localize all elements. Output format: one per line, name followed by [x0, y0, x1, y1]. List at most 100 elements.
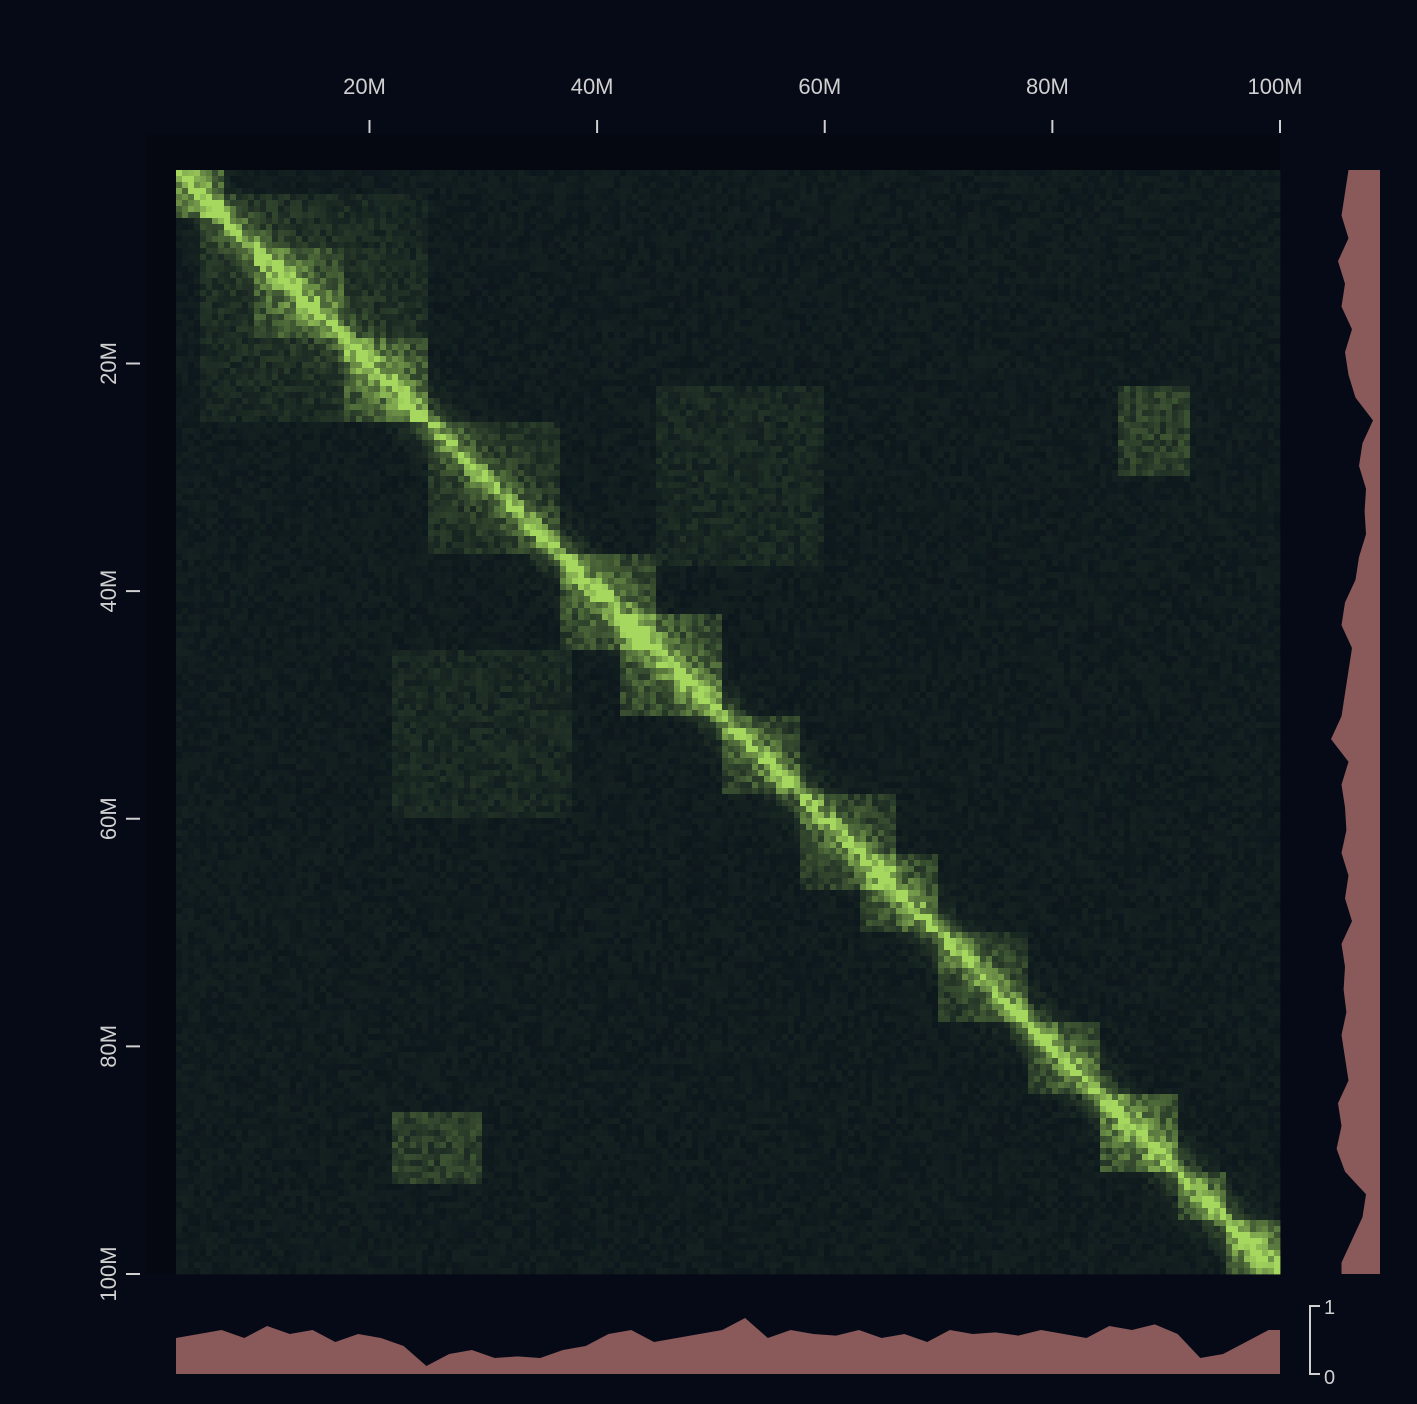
matrix-cell: [1106, 236, 1112, 242]
matrix-cell: [584, 200, 590, 206]
matrix-cell: [188, 296, 194, 302]
matrix-cell: [1178, 170, 1184, 176]
matrix-cell: [536, 200, 542, 206]
matrix-cell: [1118, 284, 1124, 290]
matrix-cell: [656, 284, 662, 290]
matrix-cell: [440, 266, 446, 272]
matrix-cell: [176, 230, 182, 236]
matrix-cell: [1262, 320, 1268, 326]
matrix-cell: [866, 206, 872, 212]
matrix-cell: [524, 188, 530, 194]
matrix-cell: [410, 326, 416, 332]
contact-matrix[interactable]: [146, 135, 1280, 1274]
matrix-cell: [1250, 308, 1256, 314]
matrix-cell: [896, 212, 902, 218]
matrix-cell: [188, 236, 194, 242]
matrix-cell: [914, 260, 920, 266]
matrix-cell: [842, 206, 848, 212]
matrix-cell: [620, 224, 626, 230]
matrix-cell: [434, 236, 440, 242]
matrix-cell: [566, 254, 572, 260]
matrix-cell: [980, 242, 986, 248]
matrix-cell: [650, 326, 656, 332]
matrix-cell: [542, 266, 548, 272]
matrix-cell: [908, 206, 914, 212]
matrix-cell: [1226, 278, 1232, 284]
matrix-cell: [488, 254, 494, 260]
matrix-cell: [1118, 176, 1124, 182]
matrix-cell: [926, 170, 932, 176]
matrix-cell: [1046, 236, 1052, 242]
matrix-cell: [746, 308, 752, 314]
matrix-cell: [626, 242, 632, 248]
matrix-cell: [470, 278, 476, 284]
matrix-cell: [1214, 296, 1220, 302]
matrix-cell: [326, 218, 332, 224]
matrix-cell: [632, 314, 638, 320]
matrix-cell: [1226, 194, 1232, 200]
matrix-cell: [296, 218, 302, 224]
matrix-cell: [218, 308, 224, 314]
matrix-cell: [902, 308, 908, 314]
matrix-cell: [374, 308, 380, 314]
matrix-cell: [488, 302, 494, 308]
matrix-cell: [1100, 230, 1106, 236]
matrix-cell: [1208, 260, 1214, 266]
matrix-cell: [464, 242, 470, 248]
matrix-cell: [1226, 182, 1232, 188]
matrix-cell: [206, 272, 212, 278]
matrix-cell: [698, 260, 704, 266]
matrix-cell: [650, 296, 656, 302]
matrix-cell: [542, 284, 548, 290]
matrix-cell: [1160, 182, 1166, 188]
matrix-cell: [386, 308, 392, 314]
matrix-cell: [434, 182, 440, 188]
matrix-cell: [920, 212, 926, 218]
matrix-cell: [416, 278, 422, 284]
matrix-cell: [302, 218, 308, 224]
matrix-cell: [1172, 212, 1178, 218]
matrix-cell: [758, 272, 764, 278]
matrix-cell: [476, 176, 482, 182]
matrix-cell: [542, 212, 548, 218]
matrix-cell: [932, 284, 938, 290]
matrix-cell: [1070, 230, 1076, 236]
matrix-cell: [248, 176, 254, 182]
matrix-cell: [182, 230, 188, 236]
matrix-cell: [968, 200, 974, 206]
matrix-cell: [920, 278, 926, 284]
matrix-cell: [734, 182, 740, 188]
matrix-cell: [518, 224, 524, 230]
matrix-cell: [752, 206, 758, 212]
matrix-cell: [758, 260, 764, 266]
matrix-cell: [302, 212, 308, 218]
matrix-cell: [1184, 284, 1190, 290]
matrix-cell: [1016, 194, 1022, 200]
matrix-cell: [1232, 320, 1238, 326]
matrix-cell: [848, 248, 854, 254]
matrix-cell: [344, 170, 350, 176]
matrix-cell: [1106, 296, 1112, 302]
matrix-cell: [1040, 218, 1046, 224]
matrix-cell: [950, 176, 956, 182]
matrix-cell: [1010, 230, 1016, 236]
matrix-cell: [1154, 212, 1160, 218]
matrix-cell: [572, 266, 578, 272]
matrix-cell: [1172, 176, 1178, 182]
matrix-cell: [434, 218, 440, 224]
matrix-cell: [956, 260, 962, 266]
matrix-cell: [740, 170, 746, 176]
matrix-cell: [1148, 182, 1154, 188]
matrix-cell: [476, 320, 482, 326]
matrix-cell: [1238, 320, 1244, 326]
matrix-cell: [716, 260, 722, 266]
matrix-cell: [1010, 254, 1016, 260]
matrix-cell: [800, 272, 806, 278]
matrix-cell: [650, 314, 656, 320]
matrix-cell: [398, 254, 404, 260]
matrix-cell: [1262, 200, 1268, 206]
matrix-cell: [926, 326, 932, 332]
matrix-cell: [1034, 308, 1040, 314]
matrix-cell: [506, 320, 512, 326]
matrix-cell: [1004, 182, 1010, 188]
